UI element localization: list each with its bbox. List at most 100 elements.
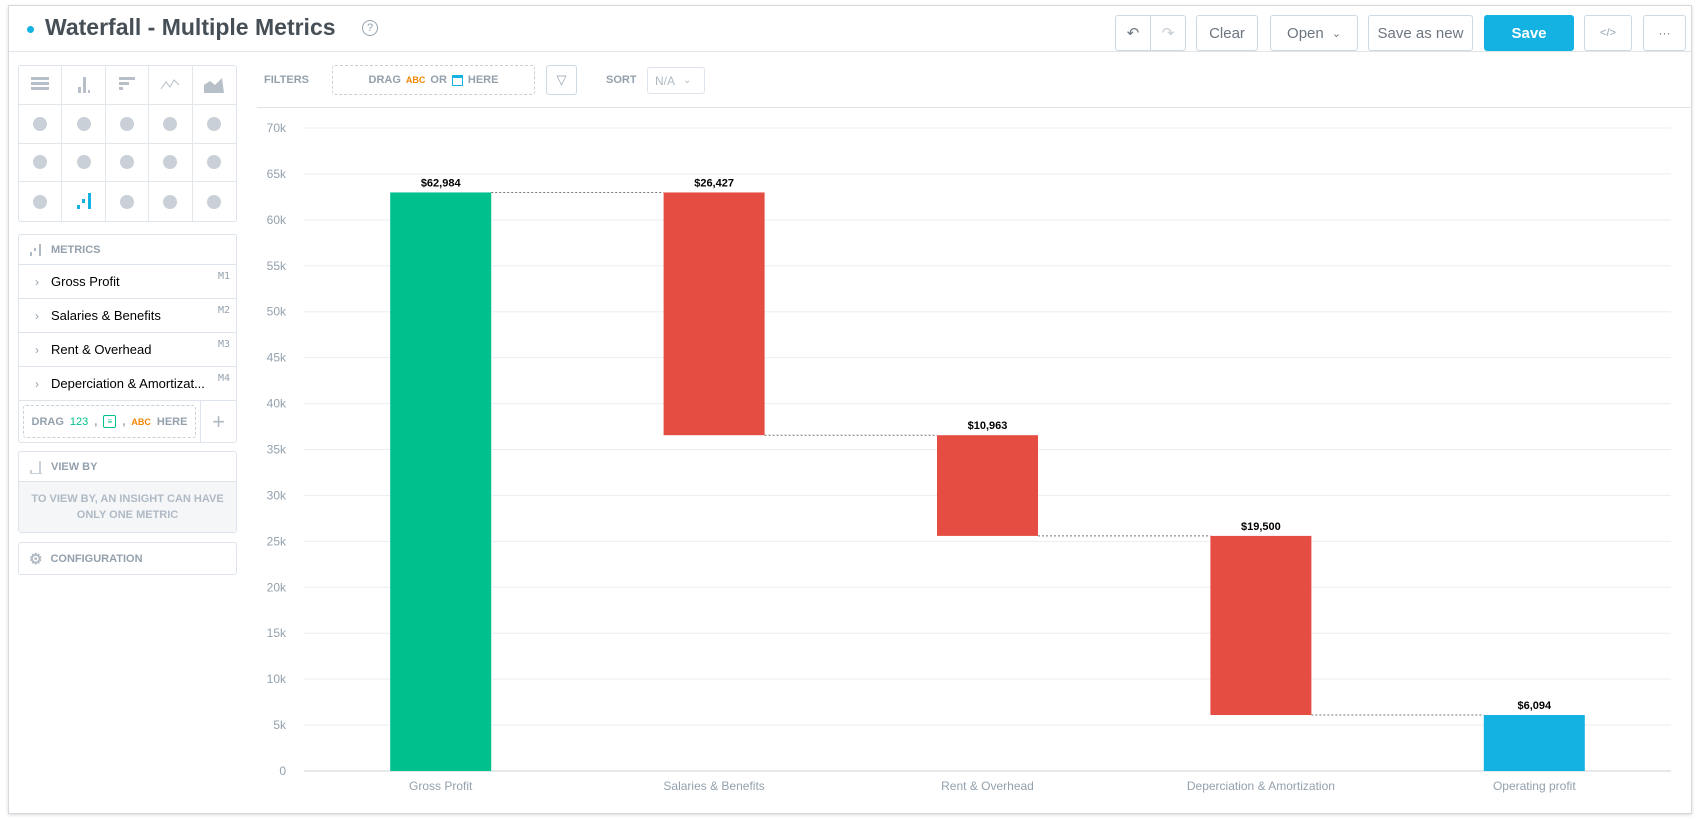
chart-type-donut[interactable] [19,143,63,183]
here-label: HERE [467,74,499,86]
here-label: HERE [156,415,188,428]
more-options-button[interactable]: ··· [1643,15,1686,51]
header [9,6,1691,52]
view-by-message: TO VIEW BY, AN INSIGHT CAN HAVE ONLY ONE… [19,482,236,532]
comma: , [122,415,126,428]
chevron-right-icon: › [35,308,39,323]
metric-item[interactable]: › Gross Profit M1 [19,265,236,299]
table-icon [31,76,50,90]
geo-pushpin-icon [207,194,222,209]
chart-type-scatter[interactable] [105,104,150,144]
chart-type-treemap[interactable] [62,143,106,183]
comma: , [94,415,98,428]
metric-label: Deperciation & Amortizat... [51,376,205,391]
dependency-wheel-icon [119,194,134,209]
view-by-icon [30,460,42,474]
metrics-drop-zone[interactable]: DRAG 123, ≡, ABC HERE [23,405,196,438]
chart-type-bar[interactable] [105,66,150,105]
metric-item[interactable]: › Deperciation & Amortizat... M4 [19,367,236,401]
app-frame [8,5,1692,814]
bubble-icon [163,116,178,131]
filters-label: FILTERS [264,74,310,86]
headline-icon [76,116,91,131]
chart-type-dependency-wheel[interactable] [106,182,150,221]
metric-label: Gross Profit [51,274,120,289]
calendar-icon [451,74,463,86]
chart-type-line[interactable] [149,66,193,105]
pyramid-icon [119,155,134,170]
funnel-icon: ▽ [556,72,567,87]
open-button[interactable]: Open ⌄ [1270,15,1358,51]
filter-button[interactable]: ▽ [546,65,577,95]
calculated-metric-icon: ≡ [103,415,117,428]
bar-icon [118,76,135,90]
metrics-header: METRICS [19,235,236,265]
scatter-icon [119,116,134,131]
metrics-title: METRICS [51,243,101,256]
drag-label: DRAG [31,415,64,428]
waterfall-icon [76,192,91,209]
funnel-icon [163,155,178,170]
undo-icon: ↶ [1126,25,1140,42]
redo-icon: ↷ [1161,25,1175,42]
undo-button[interactable]: ↶ [1115,15,1151,51]
page-title[interactable]: Waterfall - Multiple Metrics [45,14,336,40]
chart-type-table[interactable] [19,66,63,105]
filters-drop-zone[interactable]: DRAG ABC OR HERE [332,65,535,95]
bullet-icon [33,194,48,209]
numeric-label: 123 [69,415,89,428]
gear-icon: ⚙ [29,550,43,568]
chart-type-column[interactable] [62,66,106,105]
save-as-new-button[interactable]: Save as new [1368,15,1473,51]
treemap-icon [76,155,91,170]
chart-type-bubble[interactable] [149,104,193,144]
drag-label: DRAG [368,74,401,86]
chart-type-funnel[interactable] [149,143,193,183]
chevron-right-icon: › [35,376,39,391]
save-button[interactable]: Save [1484,15,1574,51]
chart-type-waterfall[interactable] [62,182,106,221]
chart-type-pyramid[interactable] [105,143,150,183]
chart-type-area[interactable] [192,66,236,105]
chart-type-geo-pushpin[interactable] [193,182,236,221]
view-by-title: VIEW BY [51,460,98,473]
embed-code-button[interactable]: </> [1584,15,1632,51]
sort-dropdown[interactable]: N/A ⌄ [647,67,705,94]
chart-type-bullet[interactable] [19,182,63,221]
metric-item[interactable]: › Rent & Overhead M3 [19,333,236,367]
pie-icon [207,116,222,131]
redo-button[interactable]: ↷ [1150,15,1186,51]
configuration-title: CONFIGURATION [50,552,143,565]
metric-label: Salaries & Benefits [51,308,161,323]
metric-item[interactable]: › Salaries & Benefits M2 [19,299,236,333]
chart-type-picker [18,65,237,222]
line-icon [160,79,180,90]
sort-value: N/A [655,73,676,88]
column-icon [77,76,90,93]
configuration-header[interactable]: ⚙ CONFIGURATION [19,543,236,574]
combo-icon [33,116,48,131]
configuration-panel[interactable]: ⚙ CONFIGURATION [18,542,237,575]
metric-tag: M1 [217,271,230,282]
metric-tag: M4 [217,373,230,384]
plus-icon: + [212,408,225,434]
view-by-panel: VIEW BY TO VIEW BY, AN INSIGHT CAN HAVE … [18,451,237,533]
chevron-down-icon: ⌄ [1331,27,1341,40]
divider [257,107,1690,108]
add-metric-button[interactable]: + [200,401,236,442]
clear-button[interactable]: Clear [1196,15,1258,51]
or-label: OR [430,74,447,86]
metric-tag: M3 [217,339,230,350]
chart-type-headline[interactable] [62,104,106,144]
chart-type-pie[interactable] [192,105,236,144]
chart-type-combo[interactable] [19,104,63,144]
area-icon [204,77,225,93]
attribute-label: ABC [131,416,151,427]
donut-icon [33,155,48,170]
chevron-down-icon: ⌄ [683,75,692,86]
view-by-header: VIEW BY [19,452,236,482]
chart-type-sankey[interactable] [149,182,193,221]
open-label: Open [1287,24,1324,42]
chart-type-heatmap[interactable] [192,144,236,183]
help-icon[interactable]: ? [362,20,378,36]
